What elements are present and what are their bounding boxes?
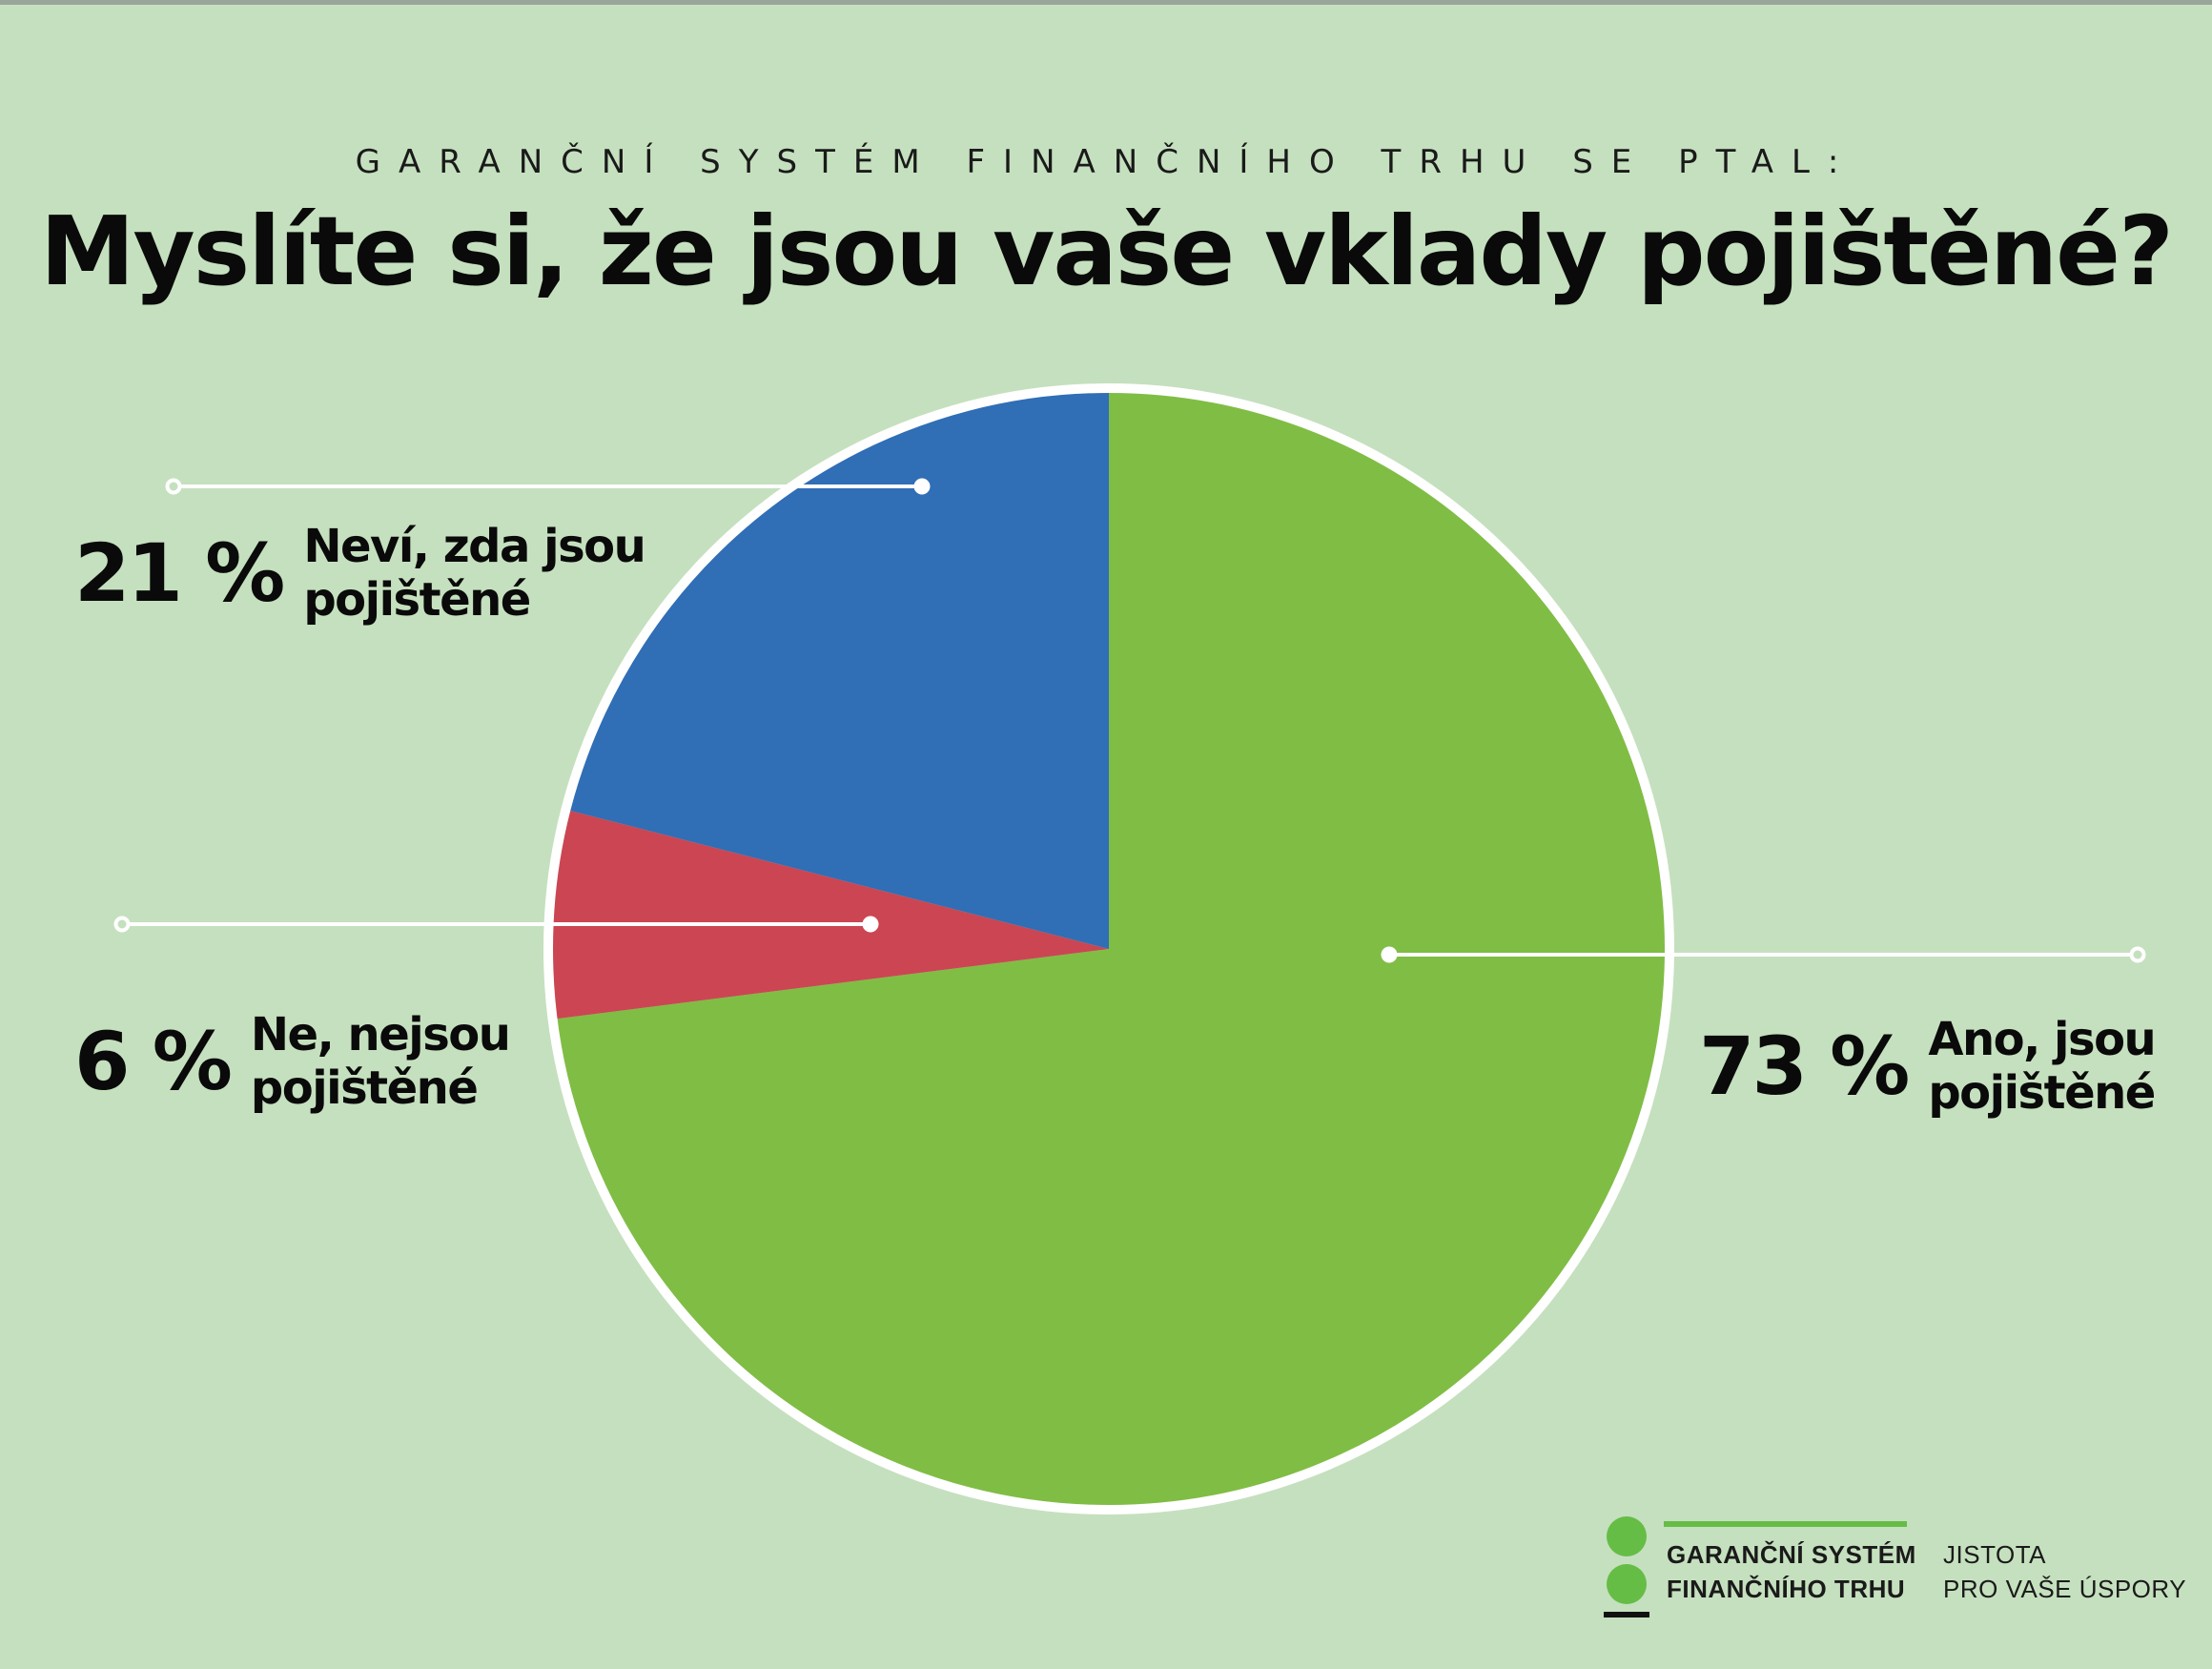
slice-label-nevi: Neví, zda jsou pojištěné: [303, 520, 645, 627]
top-border: [0, 0, 2212, 5]
callout-ano: 73 % Ano, jsou pojištěné: [1699, 1013, 2157, 1120]
chart-kicker: GARANČNÍ SYSTÉM FINANČNÍHO TRHU SE PTAL:: [355, 143, 1857, 181]
slice-label-ne-line1: Ne, nejsou: [250, 1008, 511, 1061]
logo-tagline-line1: JISTOTA: [1943, 1540, 2046, 1569]
callout-nevi: 21 % Neví, zda jsou pojištěné: [74, 520, 646, 627]
slice-ne: [548, 809, 1109, 1020]
logo-name-line1: GARANČNÍ SYSTÉM: [1667, 1540, 1916, 1569]
leader-end-nevi-outer: [165, 478, 182, 495]
logo-tagline-line2: PRO VAŠE ÚSPORY: [1943, 1575, 2187, 1603]
slice-label-nevi-line2: pojištěné: [303, 573, 531, 627]
leader-end-ano-inner: [1381, 946, 1398, 963]
leader-end-ne-outer: [113, 916, 131, 933]
chart-title: Myslíte si, že jsou vaše vklady pojištěn…: [39, 196, 2174, 307]
logo-bar-top: [1664, 1521, 1907, 1527]
slice-label-ne-line2: pojištěné: [250, 1061, 479, 1115]
leader-lines: [113, 478, 2146, 963]
slice-label-ne: Ne, nejsou pojištěné: [250, 1008, 511, 1115]
logo-name-line2: FINANČNÍHO TRHU: [1667, 1575, 1906, 1603]
leader-end-nevi-inner: [913, 478, 931, 495]
pie-outline: [543, 383, 1674, 1514]
slice-label-ano-line2: pojištěné: [1928, 1066, 2156, 1120]
slice-percent-ne: 6 %: [74, 1015, 233, 1108]
logo-bar-bottom: [1604, 1612, 1649, 1617]
slice-label-nevi-line1: Neví, zda jsou: [303, 520, 645, 573]
leader-end-ano-outer: [2129, 946, 2146, 963]
leader-end-ne-inner: [862, 916, 879, 933]
logo-dot-bottom-icon: [1607, 1564, 1647, 1604]
pie-slices: [548, 388, 1670, 1510]
callout-ne: 6 % Ne, nejsou pojištěné: [74, 1008, 511, 1115]
slice-ano: [552, 388, 1670, 1510]
slice-label-ano-line1: Ano, jsou: [1928, 1013, 2156, 1066]
slice-percent-nevi: 21 %: [74, 526, 285, 620]
logo-dot-top-icon: [1607, 1516, 1647, 1556]
slice-percent-ano: 73 %: [1699, 1020, 1910, 1113]
slice-label-ano: Ano, jsou pojištěné: [1928, 1013, 2156, 1120]
slice-nevi: [565, 388, 1109, 949]
brand-logo: GARANČNÍ SYSTÉM FINANČNÍHO TRHU JISTOTA …: [1602, 1512, 2186, 1626]
